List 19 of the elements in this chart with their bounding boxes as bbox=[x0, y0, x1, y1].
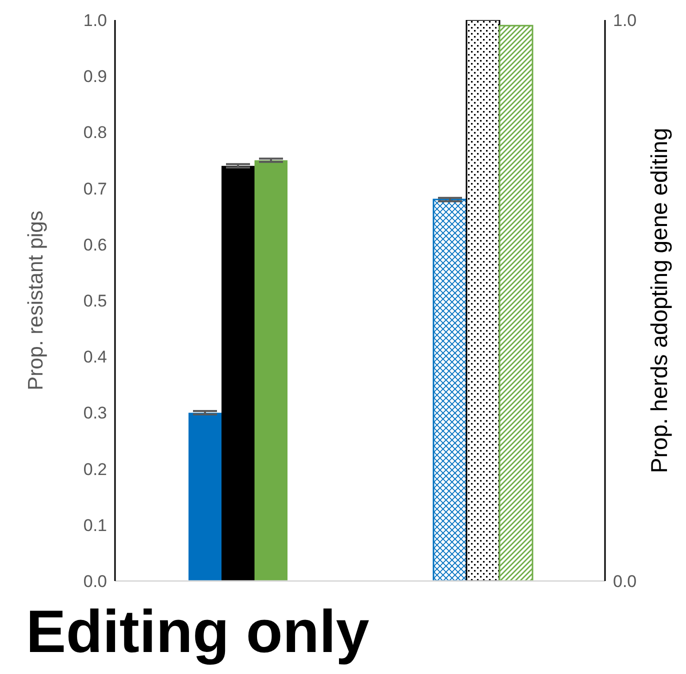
y-tick-label: 0.1 bbox=[83, 516, 107, 535]
y-tick-label: 0.9 bbox=[83, 67, 107, 86]
y-tick-label: 0.3 bbox=[83, 404, 107, 423]
y-axis-title: Prop. resistant pigs bbox=[24, 210, 48, 390]
y-tick-label: 0.8 bbox=[83, 123, 107, 142]
y2-axis-title: Prop. herds adopting gene editing bbox=[646, 128, 672, 474]
y-tick-label: 0.4 bbox=[83, 348, 107, 367]
y-tick-label: 0.0 bbox=[83, 572, 107, 592]
bar bbox=[254, 160, 288, 581]
y-tick-label: 0.5 bbox=[83, 292, 107, 311]
y2-tick-label: 0.0 bbox=[613, 572, 637, 592]
y-tick-label: 0.6 bbox=[83, 235, 107, 254]
y-tick-label: 0.7 bbox=[83, 179, 107, 198]
y2-tick-label: 1.0 bbox=[613, 11, 637, 30]
y-tick-label: 0.2 bbox=[83, 460, 107, 479]
bar bbox=[222, 166, 254, 581]
text: Editing only bbox=[26, 598, 370, 665]
y-tick-label: 1.0 bbox=[83, 11, 107, 30]
bar bbox=[188, 412, 222, 581]
